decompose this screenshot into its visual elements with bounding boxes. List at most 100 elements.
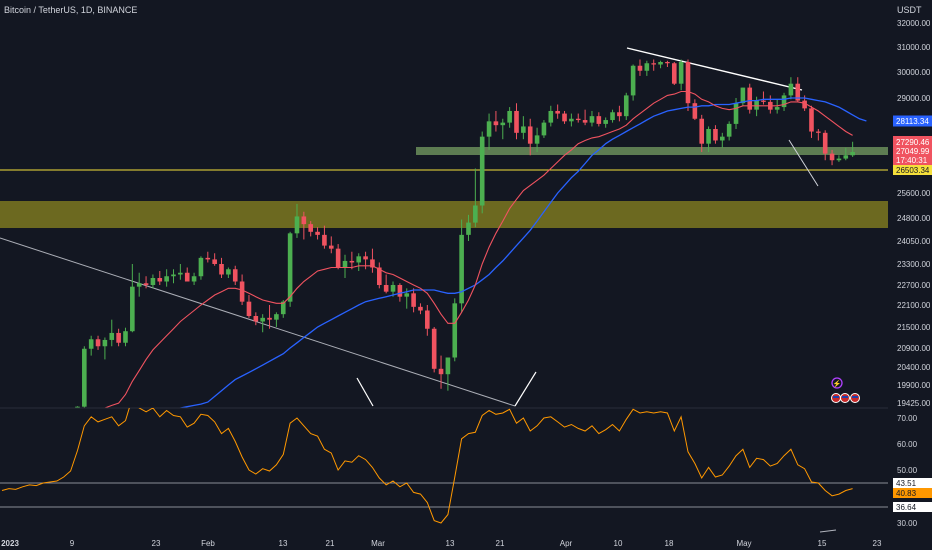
candle (788, 77, 794, 100)
ema-slow-price-tag-bg (893, 115, 932, 127)
candle-body (658, 62, 663, 65)
time-axis-label: Apr (560, 539, 573, 548)
candle-body (473, 205, 478, 223)
candle (671, 62, 677, 85)
candle (260, 314, 265, 333)
candle (452, 298, 458, 362)
candle-body (274, 314, 279, 320)
candle (644, 60, 650, 76)
candle (425, 305, 430, 336)
candle-body (267, 317, 272, 320)
candle (397, 283, 403, 302)
ema-fast-price-tag: 27290.46 (896, 138, 930, 147)
candle-body (404, 293, 410, 297)
candle-body (651, 63, 656, 65)
candle-body (788, 83, 794, 96)
time-axis-label: 15 (818, 539, 827, 548)
time-axis-label: 21 (496, 539, 505, 548)
candle-body (479, 136, 485, 206)
candle (116, 328, 121, 347)
candle-body (294, 216, 300, 234)
candle-body (102, 339, 108, 347)
candle (603, 117, 608, 128)
time-axis-label: 9 (70, 539, 75, 548)
candle-body (822, 132, 828, 154)
candle-body (617, 112, 622, 117)
candle-body (178, 272, 183, 275)
candle-body (623, 95, 629, 117)
candle-body (761, 100, 766, 102)
support-price-tag-bg (893, 165, 932, 175)
candle-body (685, 62, 691, 104)
candle (143, 276, 149, 289)
candle-body (253, 316, 259, 322)
candle-body (349, 260, 355, 263)
candle (836, 155, 842, 162)
rsi-axis-label: 60.00 (897, 440, 918, 449)
candle-body (692, 103, 698, 119)
candle-body (164, 276, 169, 282)
economic-event-flag (852, 396, 858, 398)
rsi-current-tag-bg (893, 488, 932, 498)
candle (850, 141, 855, 157)
candle (171, 269, 176, 284)
candle (267, 305, 272, 329)
candle (514, 103, 519, 140)
candle-body (562, 113, 567, 122)
time-axis-label: May (736, 539, 751, 548)
rsi-band-tag-bg (893, 478, 932, 488)
candle (150, 274, 156, 289)
candle-body (226, 269, 231, 275)
candle (246, 295, 252, 318)
last-price-tag-bg (893, 136, 932, 165)
candle-body (411, 293, 416, 307)
candle (781, 92, 787, 111)
candle (370, 248, 375, 273)
candle (287, 231, 293, 307)
candle (740, 87, 746, 106)
candle (713, 125, 718, 144)
candle (575, 113, 581, 123)
candle-body (774, 107, 780, 110)
candle (349, 251, 355, 270)
candle-body (589, 116, 595, 123)
candle-body (809, 108, 814, 132)
ema-fast-line (103, 90, 853, 408)
candle (720, 132, 725, 148)
price-axis-label: 24050.00 (897, 237, 931, 246)
candle (699, 114, 705, 152)
candle-body (795, 83, 801, 101)
resistance-trendline (626, 47, 803, 91)
candle (473, 168, 478, 228)
candle (829, 149, 835, 166)
candle-body (713, 128, 718, 141)
candle-body (836, 158, 842, 161)
candle-body (95, 339, 101, 347)
candle-body (438, 368, 444, 375)
candle-body (315, 231, 320, 235)
candle-body (740, 87, 746, 104)
candle (500, 118, 506, 140)
candle-body (541, 122, 547, 136)
time-axis-label: 23 (152, 539, 161, 548)
candle-body (445, 357, 451, 375)
candle (651, 59, 656, 71)
candle (157, 271, 163, 285)
candle-body (582, 120, 588, 123)
candle (191, 272, 197, 285)
ema-slow-price-tag: 28113.34 (896, 117, 929, 126)
candle-body (75, 406, 80, 408)
candle (658, 60, 663, 69)
projection-line-a (356, 377, 374, 407)
candle (630, 64, 636, 101)
time-axis-label: 13 (446, 539, 455, 548)
candle (562, 110, 567, 124)
candle-body (521, 126, 526, 133)
candle-body (425, 310, 430, 329)
candle (95, 335, 101, 350)
candle-body (143, 283, 149, 285)
candle (774, 99, 780, 114)
candle-body (781, 95, 787, 108)
resistance-zone (0, 201, 888, 228)
